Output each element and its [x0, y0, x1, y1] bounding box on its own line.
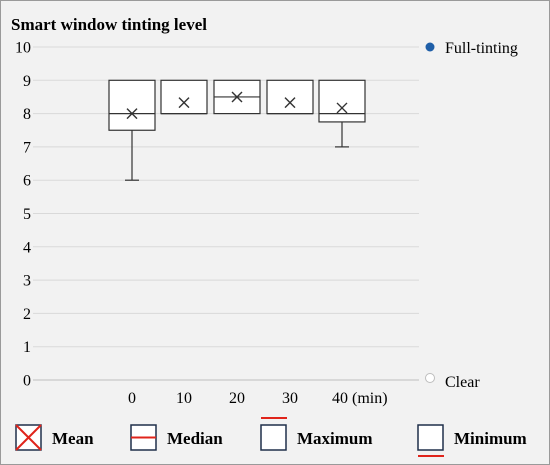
legend-maximum-label: Maximum — [297, 429, 373, 448]
full-tinting-label: Full-tinting — [445, 40, 518, 57]
y-tick-label-6: 6 — [23, 173, 31, 190]
legend: Mean Median Maximum Minimum — [15, 417, 527, 457]
y-tick-label-3: 3 — [23, 273, 31, 290]
legend-maximum-swatch — [260, 424, 287, 451]
legend-median: Median — [130, 424, 223, 451]
clear-label: Clear — [445, 374, 480, 391]
y-tick-label-9: 9 — [23, 73, 31, 90]
x-tick-label-0: 0 — [128, 390, 136, 407]
mean-marker-b-2 — [231, 91, 243, 103]
box-iqr-0 — [108, 79, 156, 131]
y-tick-label-5: 5 — [23, 206, 31, 223]
legend-mean-label: Mean — [52, 429, 94, 448]
box-iqr-4 — [318, 79, 366, 123]
box-4 — [318, 79, 366, 148]
x-tick-label-2: 20 — [229, 390, 245, 407]
legend-maximum: Maximum — [260, 417, 373, 451]
y-tick-label-2: 2 — [23, 306, 31, 323]
y-axis-ticks: 0 1 2 3 4 5 6 7 8 9 10 — [15, 40, 31, 390]
chart-title: Smart window tinting level — [11, 15, 207, 34]
full-tinting-dot — [425, 42, 435, 52]
y-tick-label-7: 7 — [23, 139, 31, 156]
box-1 — [160, 79, 208, 115]
legend-minimum-label: Minimum — [454, 429, 527, 448]
legend-median-label: Median — [167, 429, 223, 448]
clear-dot — [425, 373, 435, 383]
box-iqr-3 — [266, 79, 314, 115]
legend-mean: Mean — [15, 424, 94, 451]
y-tick-label-0: 0 — [23, 373, 31, 390]
y-tick-label-8: 8 — [23, 106, 31, 123]
mean-marker-b-0 — [126, 108, 138, 120]
legend-minimum: Minimum — [417, 424, 527, 457]
x-axis-ticks: 0 10 20 30 40 (min) — [128, 390, 388, 407]
y-tick-label-1: 1 — [23, 339, 31, 356]
mean-marker-b-1 — [178, 97, 190, 109]
y-tick-label-10: 10 — [15, 40, 31, 57]
y-tick-label-4: 4 — [23, 239, 31, 256]
legend-minimum-swatch — [417, 424, 444, 451]
box-series — [108, 79, 366, 181]
mean-marker-b-3 — [284, 97, 296, 109]
box-0 — [108, 79, 156, 181]
x-tick-label-1: 10 — [176, 390, 192, 407]
legend-mean-cross-b — [15, 424, 42, 451]
box-3 — [266, 79, 314, 115]
box-2 — [213, 79, 261, 115]
box-iqr-1 — [160, 79, 208, 115]
x-tick-label-4: 40 (min) — [332, 390, 388, 407]
x-tick-label-3: 30 — [282, 390, 298, 407]
mean-marker-b-4 — [336, 102, 348, 114]
